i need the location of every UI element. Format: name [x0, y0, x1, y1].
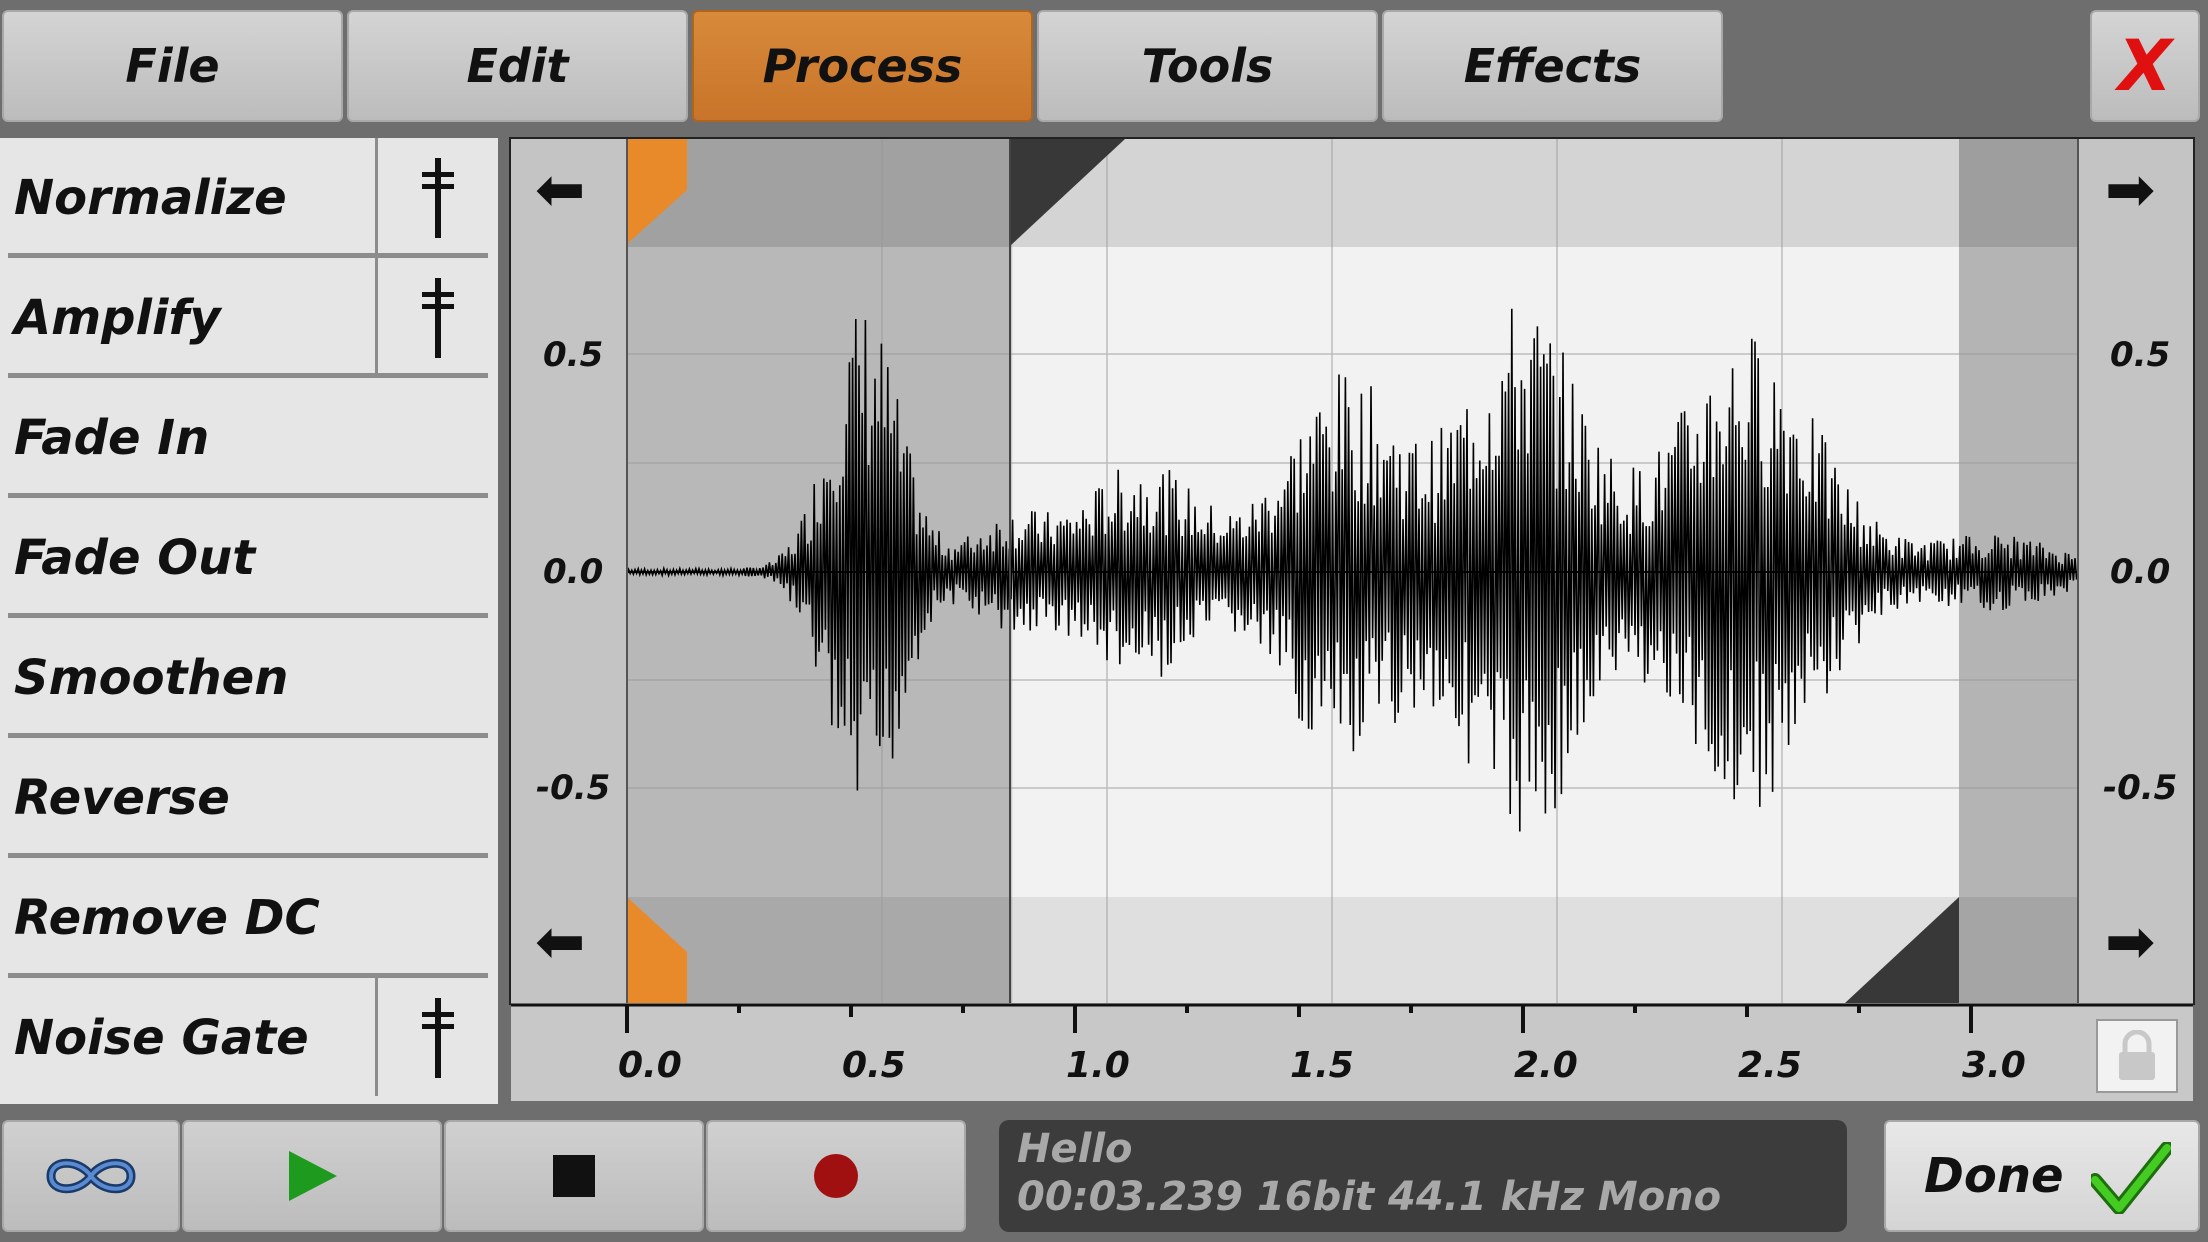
waveform-trace: [626, 308, 2078, 832]
record-button[interactable]: [706, 1120, 966, 1232]
process-item-label: Fade Out: [14, 530, 256, 586]
process-item-label: Fade In: [14, 410, 210, 466]
scroll-left-bottom-arrow-icon[interactable]: ⬅: [535, 907, 586, 977]
play-button[interactable]: [182, 1120, 442, 1232]
menu-edit[interactable]: Edit: [347, 10, 688, 122]
process-item-remove-dc[interactable]: Remove DC: [0, 858, 498, 978]
process-item-amplify[interactable]: Amplify: [0, 258, 498, 378]
x-tick-label: 1.0: [1066, 1045, 1130, 1086]
process-item-reverse[interactable]: Reverse: [0, 738, 498, 858]
close-icon: X: [2118, 25, 2172, 107]
process-panel: Normalize Amplify Fade In Fade Out Smoot…: [0, 138, 498, 1104]
file-name: Hello: [1017, 1126, 1133, 1172]
done-button[interactable]: Done: [1884, 1120, 2200, 1232]
x-tick-label: 0.5: [842, 1045, 906, 1086]
process-item-label: Remove DC: [14, 890, 320, 946]
y-tick-label-right: -0.5: [2103, 768, 2178, 808]
process-item-noise-gate[interactable]: Noise Gate: [0, 978, 498, 1098]
record-icon: [814, 1154, 858, 1198]
scroll-right-top-arrow-icon[interactable]: ➡: [2105, 155, 2156, 225]
process-item-label: Amplify: [14, 290, 221, 346]
process-item-fade-out[interactable]: Fade Out: [0, 498, 498, 618]
process-item-label: Noise Gate: [14, 1010, 309, 1066]
y-tick-label: 0.0: [543, 552, 604, 592]
file-info-panel: Hello 00:03.239 16bit 44.1 kHz Mono: [999, 1120, 1847, 1232]
infinity-icon: [46, 1158, 136, 1194]
selection-start-handle: [1010, 139, 1125, 246]
file-details: 00:03.239 16bit 44.1 kHz Mono: [1017, 1174, 1722, 1220]
menu-effects[interactable]: Effects: [1382, 10, 1723, 122]
x-tick-label: 0.0: [618, 1045, 682, 1086]
menu-effects-label: Effects: [1463, 39, 1642, 93]
x-tick-label: 2.5: [1738, 1045, 1802, 1086]
process-item-fade-in[interactable]: Fade In: [0, 378, 498, 498]
play-icon: [289, 1151, 337, 1201]
loop-button[interactable]: [2, 1120, 180, 1232]
x-tick-label: 3.0: [1962, 1045, 2026, 1086]
x-tick-label: 1.5: [1290, 1045, 1354, 1086]
process-item-label: Normalize: [14, 170, 287, 226]
lock-button[interactable]: [2096, 1019, 2178, 1093]
y-tick-label-right: 0.0: [2110, 552, 2171, 592]
y-tick-label: 0.5: [543, 335, 604, 375]
menu-file[interactable]: File: [2, 10, 343, 122]
slider-settings-icon[interactable]: [375, 258, 501, 376]
y-tick-label: -0.5: [536, 768, 611, 808]
slider-settings-icon[interactable]: [375, 138, 501, 256]
start-marker-bottom: [627, 897, 687, 1003]
slider-settings-icon[interactable]: [375, 978, 501, 1096]
selection-end-handle: [1845, 897, 1959, 1003]
menu-process[interactable]: Process: [692, 10, 1033, 122]
menu-edit-label: Edit: [466, 39, 569, 93]
y-tick-label-right: 0.5: [2110, 335, 2171, 375]
scroll-right-bottom-arrow-icon[interactable]: ➡: [2105, 907, 2156, 977]
menu-process-label: Process: [762, 39, 963, 93]
process-item-label: Reverse: [14, 770, 230, 826]
process-item-label: Smoothen: [14, 650, 289, 706]
process-item-smoothen[interactable]: Smoothen: [0, 618, 498, 738]
stop-button[interactable]: [444, 1120, 704, 1232]
done-label: Done: [1924, 1148, 2064, 1204]
process-item-normalize[interactable]: Normalize: [0, 138, 498, 258]
menu-file-label: File: [125, 39, 220, 93]
lock-icon: [2119, 1030, 2155, 1080]
stop-icon: [553, 1155, 595, 1197]
checkmark-icon: [2091, 1142, 2171, 1214]
scroll-left-top-arrow-icon[interactable]: ⬅: [535, 155, 586, 225]
menu-tools[interactable]: Tools: [1037, 10, 1378, 122]
menu-tools-label: Tools: [1141, 39, 1274, 93]
start-marker-top: [627, 139, 687, 244]
x-tick-label: 2.0: [1514, 1045, 1578, 1086]
close-button[interactable]: X: [2090, 10, 2200, 122]
